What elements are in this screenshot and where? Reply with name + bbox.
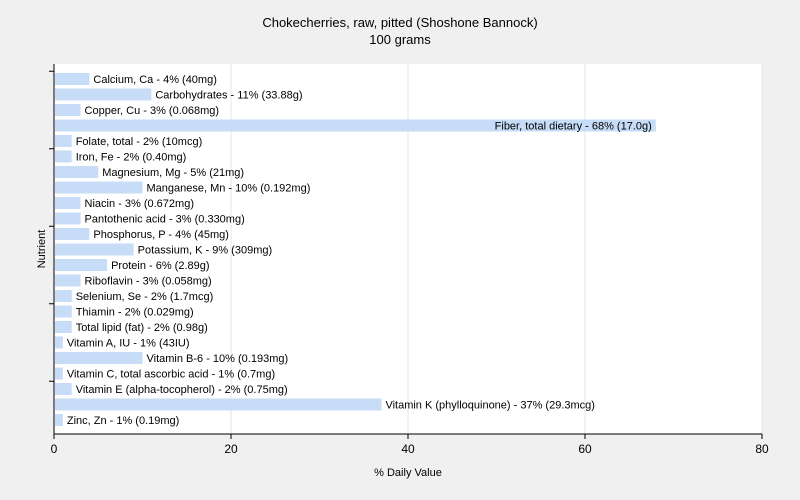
bar-label: Magnesium, Mg - 5% (21mg) <box>102 167 244 179</box>
bar <box>55 150 72 163</box>
bar <box>55 88 152 101</box>
bar-label: Protein - 6% (2.89g) <box>111 260 209 272</box>
x-axis-label: % Daily Value <box>374 467 442 479</box>
bar <box>55 243 134 256</box>
bar-label: Vitamin E (alpha-tocopherol) - 2% (0.75m… <box>76 384 288 396</box>
bar-label: Thiamin - 2% (0.029mg) <box>76 307 194 319</box>
bar-label: Potassium, K - 9% (309mg) <box>138 245 273 257</box>
bar <box>55 212 81 225</box>
bar-label: Calcium, Ca - 4% (40mg) <box>93 74 216 86</box>
bar <box>55 398 382 411</box>
bar-label: Manganese, Mn - 10% (0.192mg) <box>147 183 311 195</box>
bar-label: Vitamin B-6 - 10% (0.193mg) <box>147 353 289 365</box>
bar-label: Copper, Cu - 3% (0.068mg) <box>85 105 220 117</box>
x-tick-label: 20 <box>224 442 238 456</box>
bar <box>55 259 108 271</box>
bar <box>55 290 72 302</box>
bar <box>55 119 656 132</box>
bar <box>55 383 72 395</box>
y-axis-label: Nutrient <box>36 230 48 269</box>
bar-label: Niacin - 3% (0.672mg) <box>85 198 194 210</box>
bar-label: Carbohydrates - 11% (33.88g) <box>155 90 302 102</box>
x-tick-labels: 0 20 40 60 80 <box>51 442 769 456</box>
chart-title: Chokecherries, raw, pitted (Shoshone Ban… <box>262 15 537 30</box>
bar <box>55 336 63 349</box>
axes <box>49 64 763 439</box>
bar-labels: Calcium, Ca - 4% (40mg) Carbohydrates - 1… <box>67 74 652 427</box>
bar-label: Pantothenic acid - 3% (0.330mg) <box>85 214 245 226</box>
bar <box>55 73 90 85</box>
bar <box>55 321 72 333</box>
bar-label: Vitamin C, total ascorbic acid - 1% (0.7… <box>67 369 275 381</box>
bar <box>55 352 143 364</box>
bar-label: Riboflavin - 3% (0.058mg) <box>85 276 212 288</box>
bar-label: Iron, Fe - 2% (0.40mg) <box>76 152 187 164</box>
bar-label: Folate, total - 2% (10mcg) <box>76 136 203 148</box>
bar-label: Vitamin K (phylloquinone) - 37% (29.3mcg… <box>385 400 595 412</box>
bar <box>55 104 81 116</box>
chart-subtitle: 100 grams <box>369 32 431 47</box>
bar-label: Vitamin A, IU - 1% (43IU) <box>67 338 190 350</box>
x-tick-label: 0 <box>51 442 58 456</box>
bar <box>55 181 143 194</box>
x-tick-label: 80 <box>755 442 769 456</box>
bar <box>55 166 99 178</box>
bar-label: Zinc, Zn - 1% (0.19mg) <box>67 415 179 427</box>
bar-label: Phosphorus, P - 4% (45mg) <box>93 229 229 241</box>
bar <box>55 414 63 426</box>
bar-label: Total lipid (fat) - 2% (0.98g) <box>76 322 208 334</box>
bar-label: Selenium, Se - 2% (1.7mcg) <box>76 291 214 303</box>
bar <box>55 135 72 147</box>
bar <box>55 274 81 287</box>
x-tick-label: 60 <box>578 442 592 456</box>
bar <box>55 305 72 318</box>
bar <box>55 367 63 380</box>
bar-label: Fiber, total dietary - 68% (17.0g) <box>495 121 652 133</box>
x-tick-label: 40 <box>401 442 415 456</box>
bar <box>55 197 81 209</box>
bars <box>55 73 656 426</box>
bar <box>55 228 90 240</box>
